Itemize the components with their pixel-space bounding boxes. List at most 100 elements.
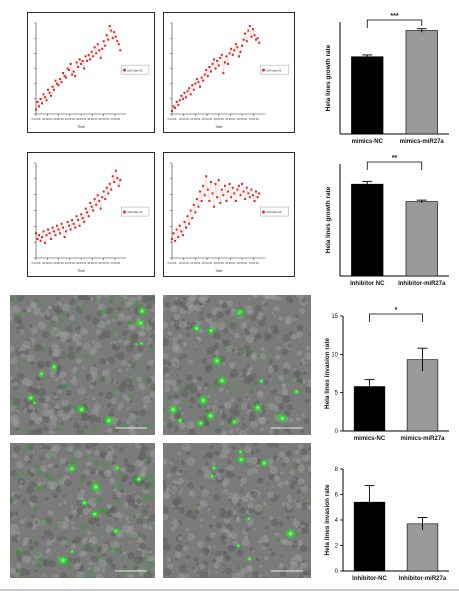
cell-texture (63, 516, 70, 523)
cell-texture (274, 354, 281, 360)
green-tint (66, 443, 70, 447)
cell-texture (11, 296, 14, 299)
green-tint (44, 482, 48, 486)
data-point (256, 37, 259, 40)
cell-texture (232, 493, 240, 501)
green-tint (20, 532, 24, 536)
cell-texture (179, 564, 187, 572)
green-tint (105, 451, 109, 455)
cell-texture (19, 480, 23, 484)
green-tint (209, 491, 214, 497)
fluorescent-cell (246, 516, 252, 522)
fluorescent-cell (230, 417, 239, 426)
cell-texture (241, 416, 245, 421)
data-point (228, 52, 231, 55)
cell-texture (295, 457, 302, 464)
data-point (250, 35, 253, 38)
data-point (208, 65, 211, 68)
cell-texture (59, 572, 68, 578)
cell-texture (288, 330, 294, 336)
green-tint (208, 385, 211, 388)
cell-texture (173, 393, 180, 400)
cell-texture (113, 541, 121, 549)
green-tint (142, 358, 149, 365)
green-tint (146, 424, 152, 430)
cell-texture (300, 470, 303, 474)
green-tint (124, 414, 128, 419)
data-point (44, 96, 47, 99)
cell-texture (188, 359, 194, 365)
green-tint (254, 506, 261, 513)
cell-texture (182, 443, 191, 452)
green-tint (262, 549, 266, 553)
data-point (107, 192, 110, 195)
x-tick-label: 70:00:00 (249, 261, 260, 265)
data-point (59, 78, 62, 81)
cell-texture (70, 521, 75, 526)
green-tint (143, 453, 148, 459)
cell-texture (87, 466, 90, 469)
cell-texture (248, 349, 253, 354)
green-tint (266, 503, 273, 511)
cell-texture (199, 499, 208, 508)
cell-texture (289, 566, 294, 571)
green-tint (54, 522, 61, 529)
cell-texture (306, 569, 311, 576)
green-tint (14, 471, 19, 476)
cell-texture (185, 374, 193, 382)
cell-texture (122, 524, 131, 533)
cell-texture (11, 534, 19, 543)
data-point (44, 241, 47, 244)
cell-texture (246, 396, 249, 400)
legend-marker (123, 68, 126, 72)
cell-texture (173, 345, 183, 354)
cell-texture (208, 533, 215, 539)
data-point (237, 55, 240, 58)
cell-texture (16, 367, 19, 370)
cell-texture (189, 385, 198, 394)
cell-texture (85, 300, 88, 304)
data-point (177, 236, 180, 239)
green-tint (309, 466, 311, 468)
data-point (68, 69, 71, 72)
green-tint (82, 465, 85, 468)
cell-texture (16, 555, 23, 562)
green-tint (59, 416, 62, 419)
cell-texture (252, 550, 255, 553)
bar (351, 56, 384, 135)
green-tint (261, 323, 266, 327)
data-point (216, 59, 219, 62)
cell-texture (147, 359, 154, 366)
cell-texture (114, 445, 118, 449)
green-tint (208, 373, 215, 380)
data-point (65, 230, 68, 233)
green-tint (201, 522, 206, 527)
cell-texture (89, 516, 98, 525)
cell-texture (163, 479, 167, 486)
cell-texture (196, 562, 200, 566)
green-tint (22, 516, 28, 523)
green-tint (122, 365, 128, 371)
cell-texture (224, 507, 228, 511)
cell-texture (86, 415, 89, 418)
cell-texture (236, 549, 244, 557)
cell-texture (172, 498, 180, 506)
cell-texture (307, 461, 310, 465)
green-tint (277, 385, 281, 390)
green-tint (272, 478, 278, 484)
cell-texture (174, 362, 178, 365)
green-tint (147, 347, 154, 354)
cell-texture (106, 557, 114, 565)
cell-texture (277, 481, 284, 488)
green-tint (185, 553, 191, 559)
green-tint (298, 379, 301, 382)
cell-texture (53, 573, 59, 578)
cell-texture (90, 502, 96, 508)
data-point (71, 73, 74, 76)
cell-texture (281, 383, 287, 389)
cell-texture (36, 360, 45, 369)
data-point (113, 181, 116, 183)
green-tint (27, 298, 33, 305)
green-tint (129, 296, 133, 300)
green-tint (40, 347, 45, 352)
